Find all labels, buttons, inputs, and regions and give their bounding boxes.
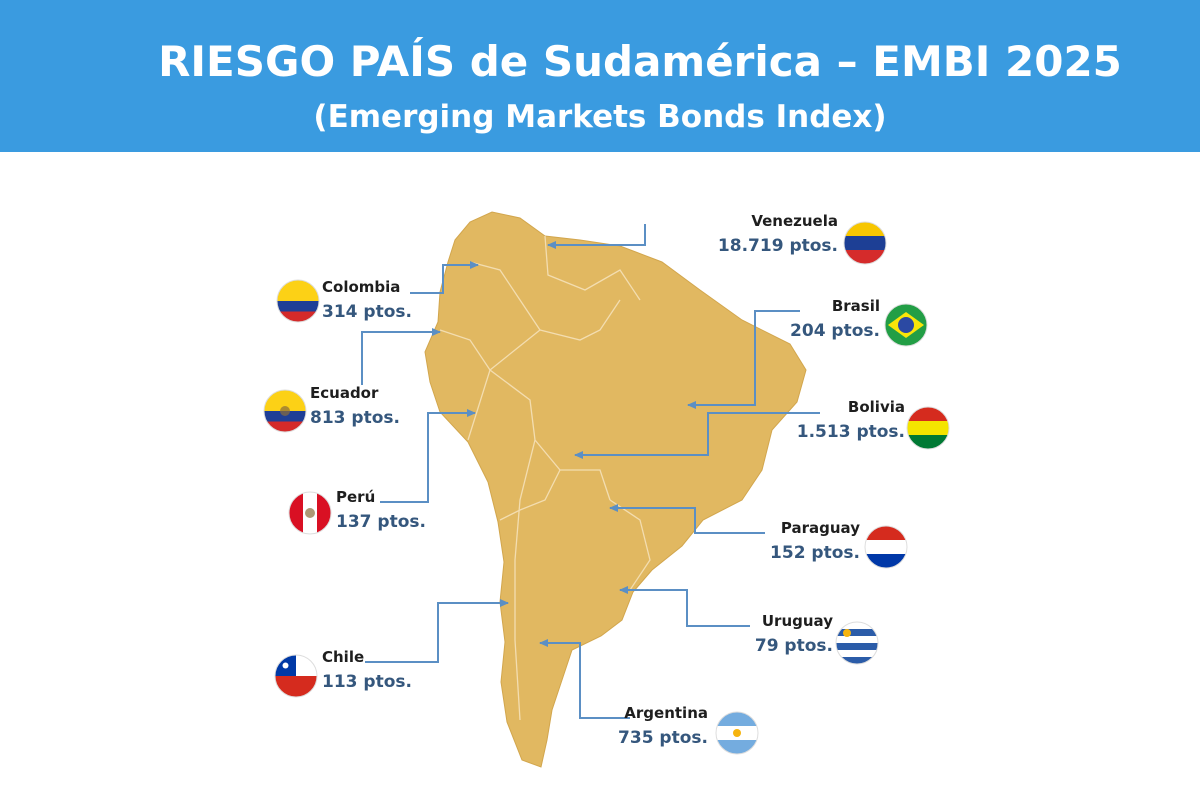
country-name: Brasil	[832, 297, 880, 315]
country-label: Bolivia 1.513 ptos.	[574, 398, 950, 459]
leader-line	[380, 409, 476, 503]
flag-stripe	[836, 643, 878, 651]
leader-line	[539, 639, 630, 719]
leader-line	[619, 586, 750, 627]
leader-line	[547, 224, 646, 249]
title: RIESGO PAÍS de Sudamérica – EMBI 2025	[158, 36, 1122, 86]
flag-sun	[733, 729, 741, 737]
country-value: 152 ptos.	[770, 543, 860, 563]
flag-stripe	[289, 492, 304, 534]
flag-emblem	[280, 406, 290, 416]
country-name: Bolivia	[848, 398, 905, 416]
country-label: Paraguay 152 ptos.	[609, 504, 908, 569]
flag-sun	[843, 629, 851, 637]
country-value: 137 ptos.	[336, 512, 426, 532]
flag-stripe	[836, 622, 878, 630]
flag-stripe	[836, 636, 878, 644]
leader-line	[609, 504, 765, 534]
country-value: 204 ptos.	[790, 321, 880, 341]
map	[424, 211, 807, 768]
continent	[424, 211, 807, 768]
flag	[289, 492, 331, 534]
flag-rim	[884, 303, 928, 347]
country-name: Perú	[336, 488, 375, 506]
flag	[865, 526, 907, 568]
flag-rim	[906, 406, 950, 450]
country-label: Brasil 204 ptos.	[687, 297, 928, 409]
country-value: 18.719 ptos.	[718, 236, 838, 256]
flag-stripe	[907, 407, 949, 422]
country-label: Uruguay 79 ptos.	[619, 586, 879, 665]
flag	[907, 407, 949, 449]
flag-stripe	[836, 657, 878, 664]
country-name: Argentina	[624, 704, 708, 722]
country-name: Ecuador	[310, 384, 379, 402]
flag-rim	[835, 621, 879, 665]
flag-stripe	[844, 250, 886, 264]
country-label: Argentina 735 ptos.	[539, 639, 759, 755]
flag-stripe	[907, 421, 949, 436]
flag-stripe	[716, 712, 758, 727]
flag-stripe	[844, 222, 886, 237]
country-label: Venezuela 18.719 ptos.	[547, 212, 887, 265]
flag-disc	[898, 317, 914, 333]
flag-stripe	[865, 526, 907, 541]
country-label: Colombia 314 ptos.	[276, 261, 479, 323]
country-name: Colombia	[322, 278, 400, 296]
flag-stripe	[277, 311, 319, 322]
flag-stripe	[277, 301, 319, 312]
subtitle: (Emerging Markets Bonds Index)	[313, 99, 886, 135]
flag-rim	[715, 711, 759, 755]
flag	[275, 655, 317, 697]
flag-stripe	[264, 411, 306, 422]
flag-stripe	[716, 740, 758, 754]
flag-star	[282, 662, 289, 669]
country-label: Chile 113 ptos.	[274, 599, 509, 698]
country-name: Uruguay	[762, 612, 833, 630]
country-value: 79 ptos.	[755, 636, 833, 656]
country-value: 1.513 ptos.	[797, 422, 905, 442]
country-value: 113 ptos.	[322, 672, 412, 692]
flag-stripe	[317, 492, 331, 534]
country-label: Ecuador 813 ptos.	[263, 328, 441, 433]
country-name: Paraguay	[781, 519, 860, 537]
country-value: 314 ptos.	[322, 302, 412, 322]
flag-stripe	[836, 629, 878, 637]
flag	[264, 390, 306, 432]
flag	[844, 222, 886, 264]
flag-rim	[864, 525, 908, 569]
flag-rim	[843, 221, 887, 265]
leader-line	[361, 328, 441, 385]
flag-stripe	[264, 390, 306, 412]
flag-stripe	[275, 676, 317, 697]
flag-stripe	[264, 421, 306, 432]
flag-stripe	[865, 554, 907, 568]
leader-line	[410, 261, 479, 294]
flag-stripe	[907, 435, 949, 449]
leader-line	[365, 599, 509, 663]
country-name: Chile	[322, 648, 364, 666]
flag-emblem	[305, 508, 315, 518]
flag	[716, 712, 758, 754]
flag-rim	[276, 279, 320, 323]
country-value: 813 ptos.	[310, 408, 400, 428]
flag-rim	[274, 654, 318, 698]
flag-stripe	[836, 650, 878, 658]
flag	[885, 304, 927, 346]
country-value: 735 ptos.	[618, 728, 708, 748]
borders	[439, 235, 651, 721]
leader-line	[574, 412, 820, 459]
flag-rim	[263, 389, 307, 433]
flag-stripe	[844, 236, 886, 251]
flag-stripe	[277, 280, 319, 302]
country-name: Venezuela	[751, 212, 838, 230]
flag	[836, 622, 878, 664]
leader-line	[687, 310, 800, 409]
flag	[277, 280, 319, 322]
flag-stripe	[865, 540, 907, 555]
header-band	[0, 0, 1200, 152]
country-label: Perú 137 ptos.	[288, 409, 476, 535]
flag-rim	[288, 491, 332, 535]
